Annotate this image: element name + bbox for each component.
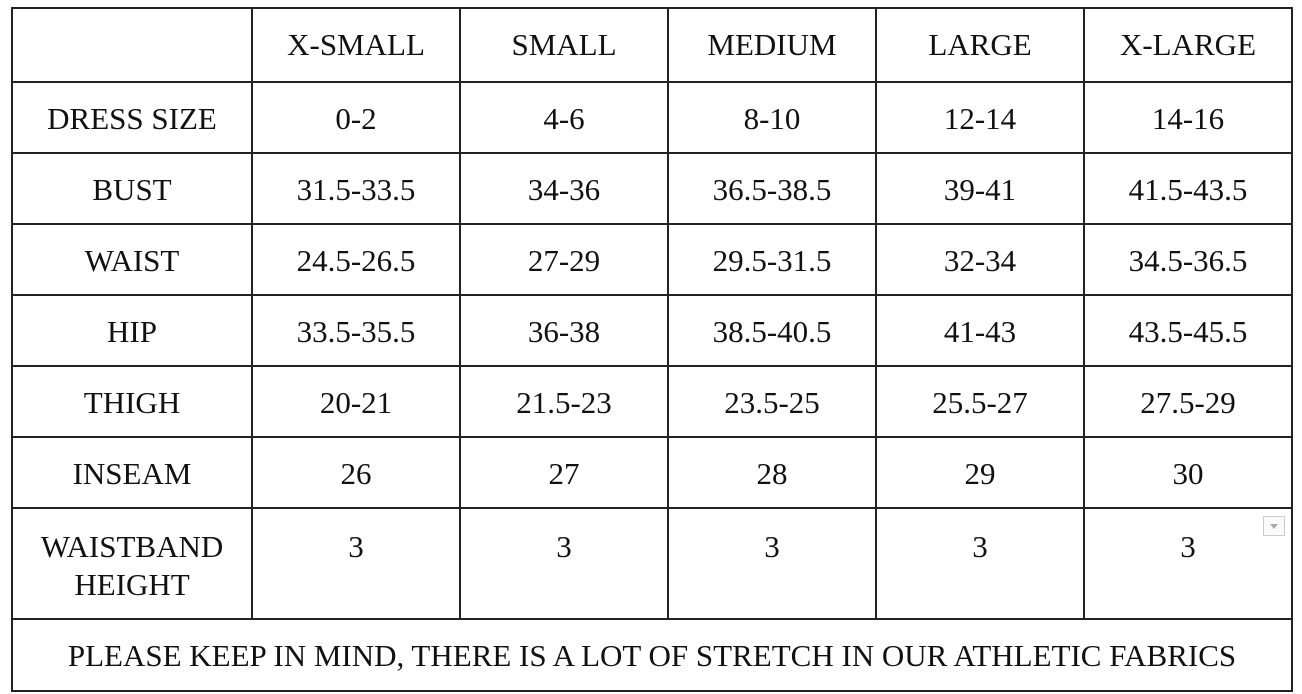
size-cell: 3: [1083, 507, 1293, 620]
size-cell: 20-21: [251, 365, 461, 438]
size-cell: 34-36: [459, 152, 669, 225]
row-label: DRESS SIZE: [11, 81, 253, 154]
size-cell: 23.5-25: [667, 365, 877, 438]
size-cell: 33.5-35.5: [251, 294, 461, 367]
size-cell: 36-38: [459, 294, 669, 367]
size-row: INSEAM 26 27 28 29 30: [11, 436, 1293, 509]
size-row: BUST 31.5-33.5 34-36 36.5-38.5 39-41 41.5-43.…: [11, 152, 1293, 225]
column-header: SMALL: [459, 7, 669, 83]
size-cell: 3: [875, 507, 1085, 620]
footer-row: PLEASE KEEP IN MIND, THERE IS A LOT OF S…: [11, 618, 1293, 692]
size-cell: 41-43: [875, 294, 1085, 367]
size-cell: 3: [667, 507, 877, 620]
size-cell: 8-10: [667, 81, 877, 154]
dropdown-handle[interactable]: [1263, 516, 1285, 536]
column-header: MEDIUM: [667, 7, 877, 83]
size-row: WAISTBAND HEIGHT 3 3 3 3 3: [11, 507, 1293, 620]
size-cell: 25.5-27: [875, 365, 1085, 438]
size-row: WAIST 24.5-26.5 27-29 29.5-31.5 32-34 34.5-36…: [11, 223, 1293, 296]
size-cell: 39-41: [875, 152, 1085, 225]
footer-note: PLEASE KEEP IN MIND, THERE IS A LOT OF S…: [11, 618, 1293, 692]
size-cell: 29: [875, 436, 1085, 509]
row-label: BUST: [11, 152, 253, 225]
size-cell: 4-6: [459, 81, 669, 154]
row-label: HIP: [11, 294, 253, 367]
corner-cell: [11, 7, 253, 83]
row-label: THIGH: [11, 365, 253, 438]
size-cell: 27-29: [459, 223, 669, 296]
row-label: INSEAM: [11, 436, 253, 509]
size-cell: 14-16: [1083, 81, 1293, 154]
size-cell: 3: [459, 507, 669, 620]
size-cell: 12-14: [875, 81, 1085, 154]
size-cell: 36.5-38.5: [667, 152, 877, 225]
size-cell: 34.5-36.5: [1083, 223, 1293, 296]
size-cell: 0-2: [251, 81, 461, 154]
row-label: WAIST: [11, 223, 253, 296]
column-header: X-SMALL: [251, 7, 461, 83]
size-cell: 38.5-40.5: [667, 294, 877, 367]
size-cell: 32-34: [875, 223, 1085, 296]
size-cell: 30: [1083, 436, 1293, 509]
column-header: X-LARGE: [1083, 7, 1293, 83]
size-cell: 3: [251, 507, 461, 620]
size-row: THIGH 20-21 21.5-23 23.5-25 25.5-27 27.5-29: [11, 365, 1293, 438]
size-cell: 43.5-45.5: [1083, 294, 1293, 367]
size-cell: 26: [251, 436, 461, 509]
size-cell: 27.5-29: [1083, 365, 1293, 438]
size-cell: 29.5-31.5: [667, 223, 877, 296]
size-cell: 24.5-26.5: [251, 223, 461, 296]
row-label: WAISTBAND HEIGHT: [11, 507, 253, 620]
size-cell: 31.5-33.5: [251, 152, 461, 225]
size-row: DRESS SIZE 0-2 4-6 8-10 12-14 14-16: [11, 81, 1293, 154]
header-row: X-SMALL SMALL MEDIUM LARGE X-LARGE: [11, 7, 1293, 83]
size-cell: 21.5-23: [459, 365, 669, 438]
size-cell: 27: [459, 436, 669, 509]
size-cell: 28: [667, 436, 877, 509]
size-cell: 41.5-43.5: [1083, 152, 1293, 225]
size-chart: X-SMALL SMALL MEDIUM LARGE X-LARGE DRESS SIZE…: [11, 7, 1293, 692]
size-row: HIP 33.5-35.5 36-38 38.5-40.5 41-43 43.5-45.5: [11, 294, 1293, 367]
column-header: LARGE: [875, 7, 1085, 83]
